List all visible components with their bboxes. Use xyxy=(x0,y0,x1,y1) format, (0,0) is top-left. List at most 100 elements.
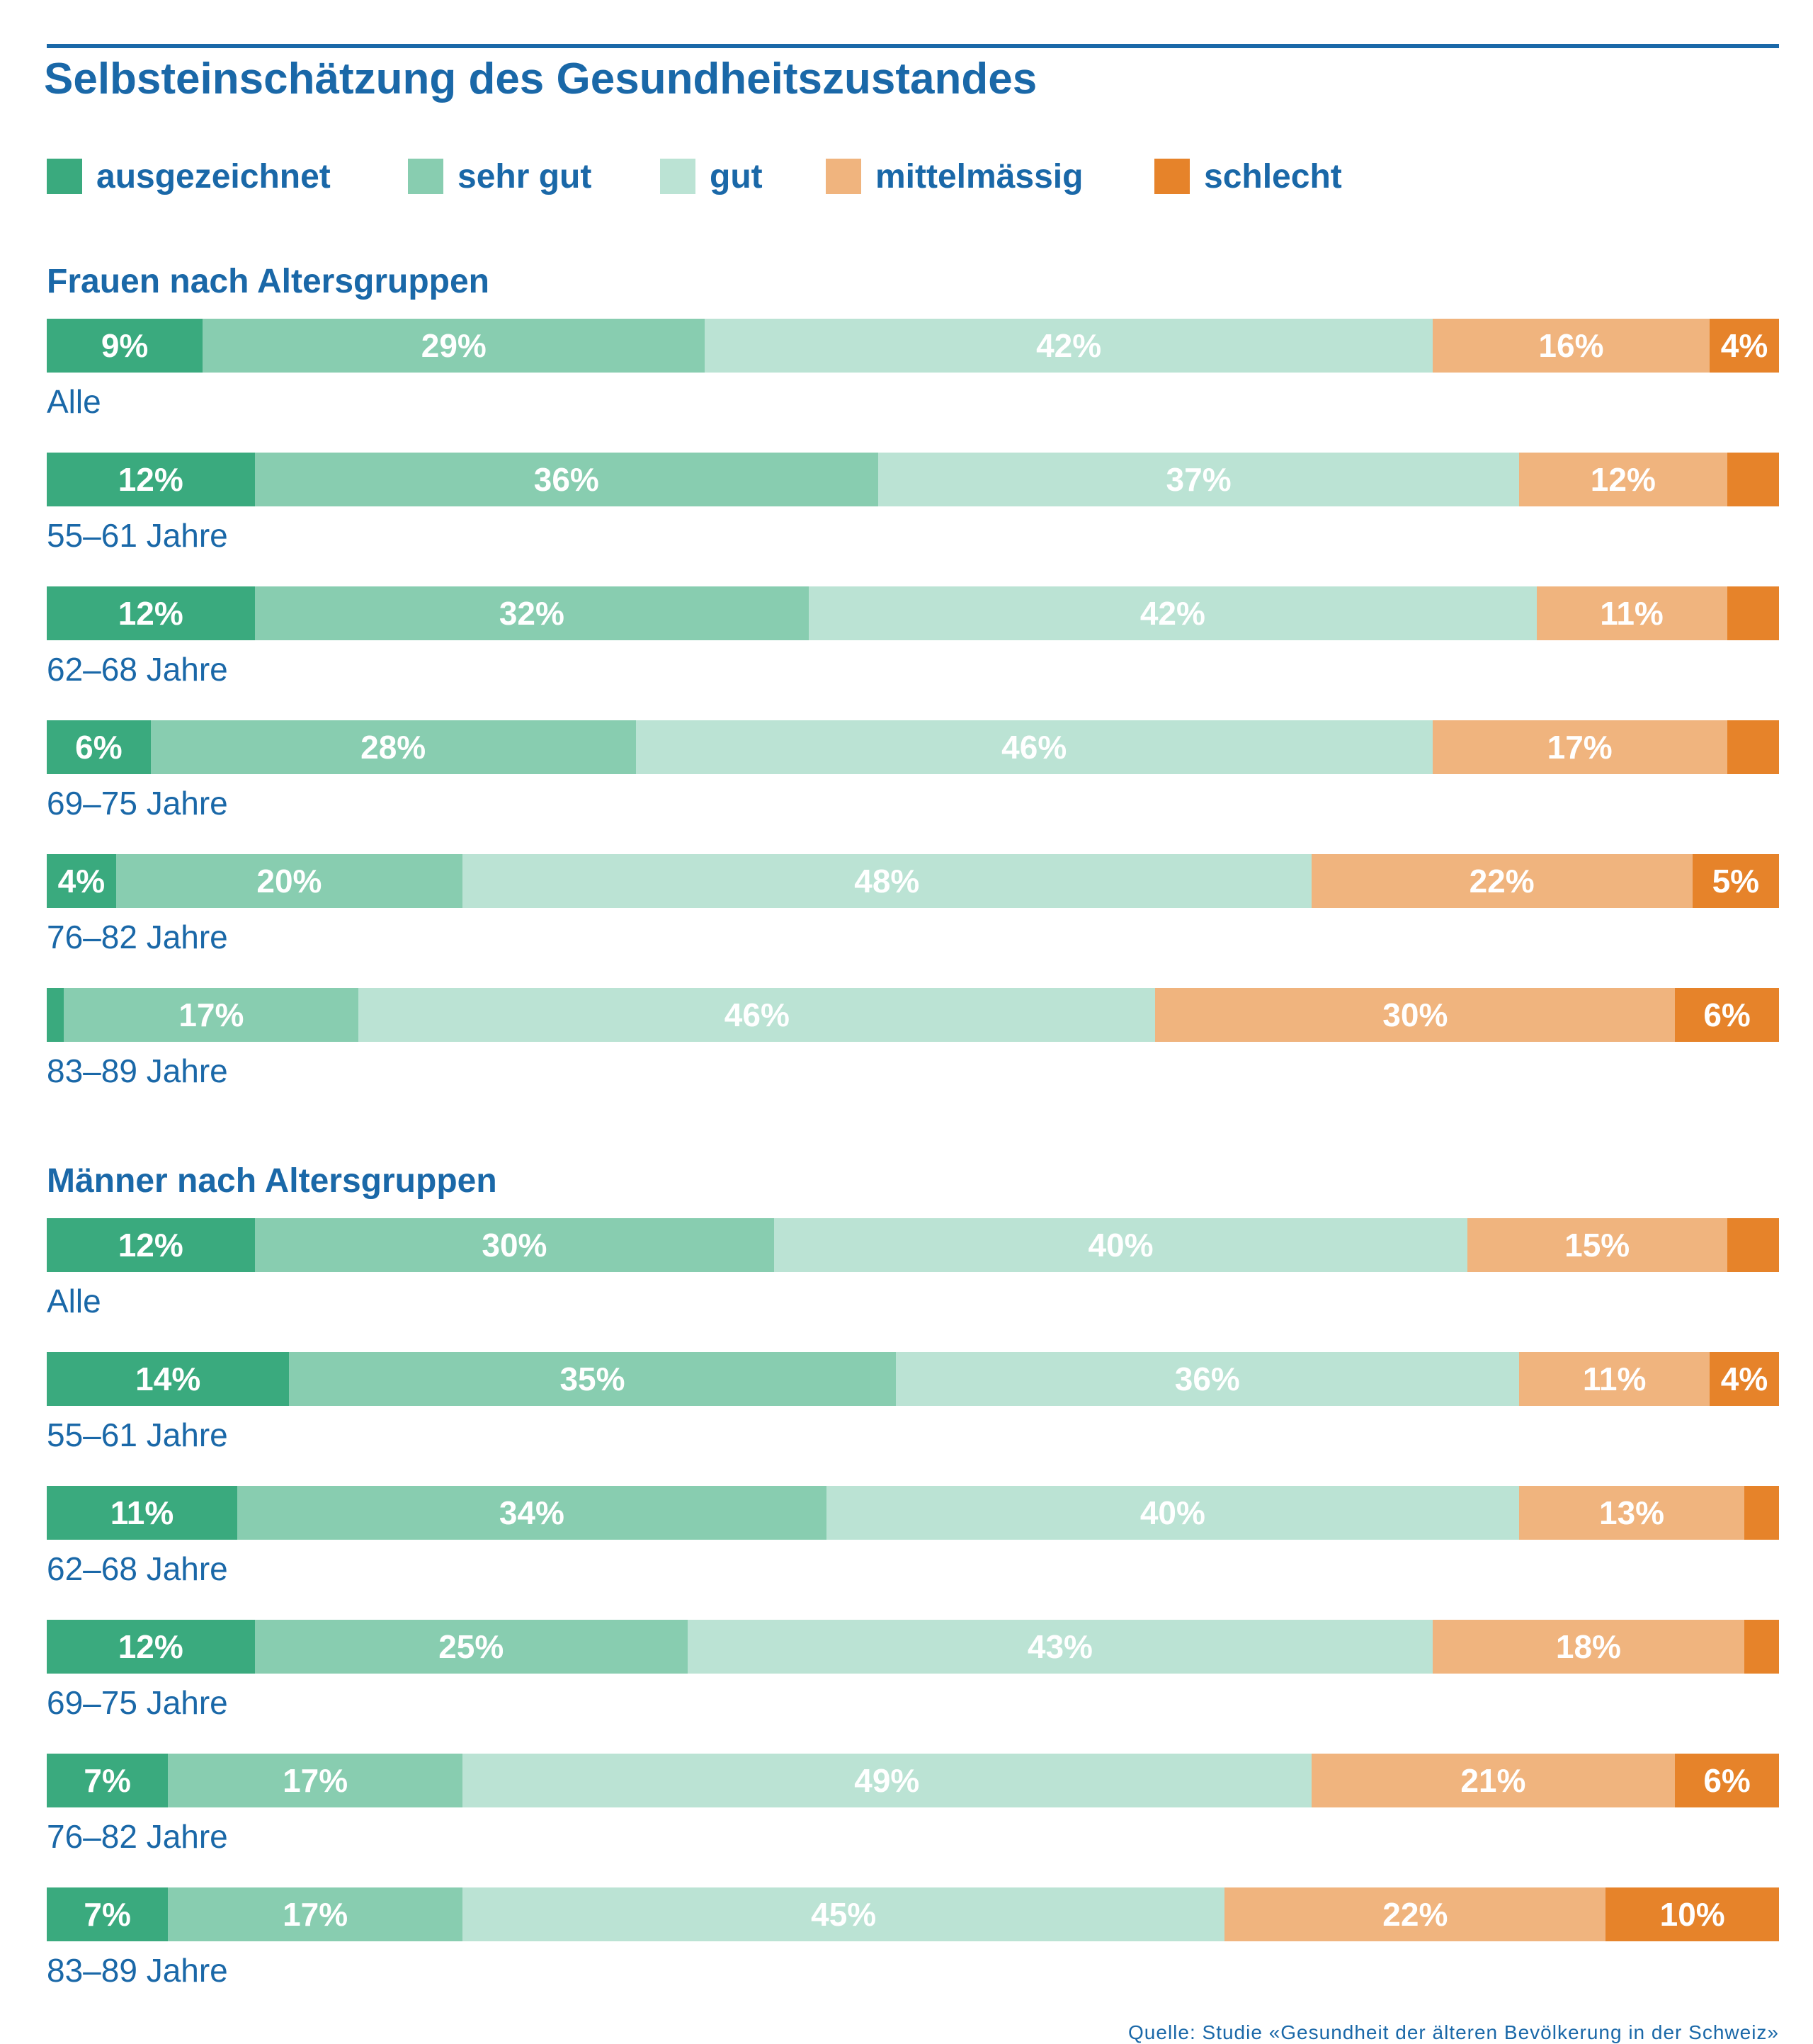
stacked-bar: 11% 34% 40% 13% xyxy=(47,1486,1779,1540)
row-label: 55–61 Jahre xyxy=(47,517,228,554)
top-rule xyxy=(47,44,1779,48)
data-label: 9% xyxy=(101,327,149,364)
row-label: 62–68 Jahre xyxy=(47,651,228,688)
row-label: 83–89 Jahre xyxy=(47,1952,228,1989)
bar-segment: 5% xyxy=(1692,854,1779,908)
data-label: 37% xyxy=(1166,461,1232,498)
data-label: 14% xyxy=(135,1361,201,1397)
stacked-bar: 7% 17% 49% 21% 6% xyxy=(47,1754,1779,1807)
group-heading: Frauen nach Altersgruppen xyxy=(47,263,489,300)
data-label: 34% xyxy=(499,1494,564,1531)
data-label: 21% xyxy=(1460,1762,1526,1799)
data-label: 42% xyxy=(1139,595,1205,632)
bar-segment: 4% xyxy=(47,854,116,908)
bar-segment: 7% xyxy=(47,1754,169,1807)
bar-segment: 49% xyxy=(462,1754,1312,1807)
data-label: 18% xyxy=(1555,1628,1621,1665)
bar-segment: 11% xyxy=(47,1486,238,1540)
bar-segment: 28% xyxy=(150,720,636,774)
stacked-bar: 6% 28% 46% 17% xyxy=(47,720,1779,774)
stacked-bar: 12% 32% 42% 11% xyxy=(47,586,1779,640)
bar-segment: 35% xyxy=(289,1352,896,1406)
bar-segment: 46% xyxy=(635,720,1433,774)
bar-segment: 12% xyxy=(47,453,255,506)
legend-label: mittelmässig xyxy=(875,157,1084,195)
data-label: 42% xyxy=(1036,327,1102,364)
bar-segment: 30% xyxy=(254,1218,775,1272)
bar-segment xyxy=(1727,720,1779,774)
stacked-bar: 7% 17% 45% 22% 10% xyxy=(47,1887,1779,1941)
data-label: 4% xyxy=(1720,327,1768,364)
bar-segment: 22% xyxy=(1311,854,1693,908)
stacked-bar: 12% 36% 37% 12% xyxy=(47,453,1779,506)
legend-swatch xyxy=(47,159,82,194)
row-label: 69–75 Jahre xyxy=(47,1684,228,1721)
data-label: 17% xyxy=(178,997,244,1033)
legend-swatch xyxy=(408,159,443,194)
data-label: 40% xyxy=(1088,1227,1154,1264)
data-label: 46% xyxy=(1001,729,1067,766)
stacked-bar: 12% 30% 40% 15% xyxy=(47,1218,1779,1272)
data-label: 10% xyxy=(1659,1896,1725,1933)
row-label: 62–68 Jahre xyxy=(47,1550,228,1587)
bar-segment: 34% xyxy=(237,1486,826,1540)
bar-segment: 16% xyxy=(1432,319,1710,373)
legend-label: schlecht xyxy=(1204,157,1342,195)
data-label: 29% xyxy=(421,327,487,364)
bar-segment: 43% xyxy=(688,1620,1433,1674)
bar-segment: 36% xyxy=(254,453,879,506)
bar-segment: 6% xyxy=(1675,988,1779,1042)
data-label: 5% xyxy=(1712,863,1760,899)
bar-segment: 12% xyxy=(47,1620,255,1674)
legend-swatch xyxy=(1154,159,1190,194)
data-label: 28% xyxy=(360,729,426,766)
stacked-bar: 4% 20% 48% 22% 5% xyxy=(47,854,1779,908)
bar-segment: 7% xyxy=(47,1887,169,1941)
bar-segment: 45% xyxy=(462,1887,1225,1941)
bar-segment: 12% xyxy=(47,586,255,640)
bar-segment xyxy=(47,988,64,1042)
bar-segment xyxy=(1727,586,1779,640)
row-label: 55–61 Jahre xyxy=(47,1416,228,1453)
data-label: 6% xyxy=(1703,1762,1751,1799)
bar-segment: 18% xyxy=(1432,1620,1745,1674)
data-label: 12% xyxy=(118,1227,183,1264)
row-label: Alle xyxy=(47,1283,101,1319)
bar-segment: 46% xyxy=(358,988,1156,1042)
data-label: 12% xyxy=(118,1628,183,1665)
data-label: 7% xyxy=(84,1896,131,1933)
row-label: Alle xyxy=(47,383,101,420)
bar-segment xyxy=(1744,1620,1779,1674)
data-label: 4% xyxy=(1720,1361,1768,1397)
legend-swatch xyxy=(826,159,861,194)
data-label: 35% xyxy=(559,1361,625,1397)
bar-segment: 17% xyxy=(168,1754,463,1807)
data-label: 11% xyxy=(1600,595,1664,632)
data-label: 22% xyxy=(1382,1896,1448,1933)
data-label: 32% xyxy=(499,595,564,632)
stacked-bar: 14% 35% 36% 11% 4% xyxy=(47,1352,1779,1406)
row-label: 76–82 Jahre xyxy=(47,1818,228,1855)
legend-item: schlecht xyxy=(1154,152,1342,201)
data-label: 36% xyxy=(533,461,599,498)
data-label: 11% xyxy=(110,1494,174,1531)
bar-segment: 25% xyxy=(254,1620,688,1674)
bar-segment: 48% xyxy=(462,854,1312,908)
bar-segment: 22% xyxy=(1224,1887,1606,1941)
bar-segment: 13% xyxy=(1519,1486,1745,1540)
bar-segment: 4% xyxy=(1710,319,1779,373)
legend-swatch xyxy=(660,159,695,194)
bar-segment: 6% xyxy=(1675,1754,1779,1807)
bar-segment: 10% xyxy=(1605,1887,1779,1941)
bar-segment: 12% xyxy=(47,1218,255,1272)
data-label: 49% xyxy=(854,1762,920,1799)
source-note: Quelle: Studie «Gesundheit der älteren B… xyxy=(1128,2021,1779,2043)
data-label: 15% xyxy=(1564,1227,1630,1264)
data-label: 36% xyxy=(1174,1361,1240,1397)
bar-segment: 37% xyxy=(878,453,1520,506)
bar-segment xyxy=(1727,453,1779,506)
row-label: 83–89 Jahre xyxy=(47,1052,228,1089)
legend-item: gut xyxy=(660,152,763,201)
data-label: 4% xyxy=(57,863,106,899)
data-label: 48% xyxy=(854,863,920,899)
